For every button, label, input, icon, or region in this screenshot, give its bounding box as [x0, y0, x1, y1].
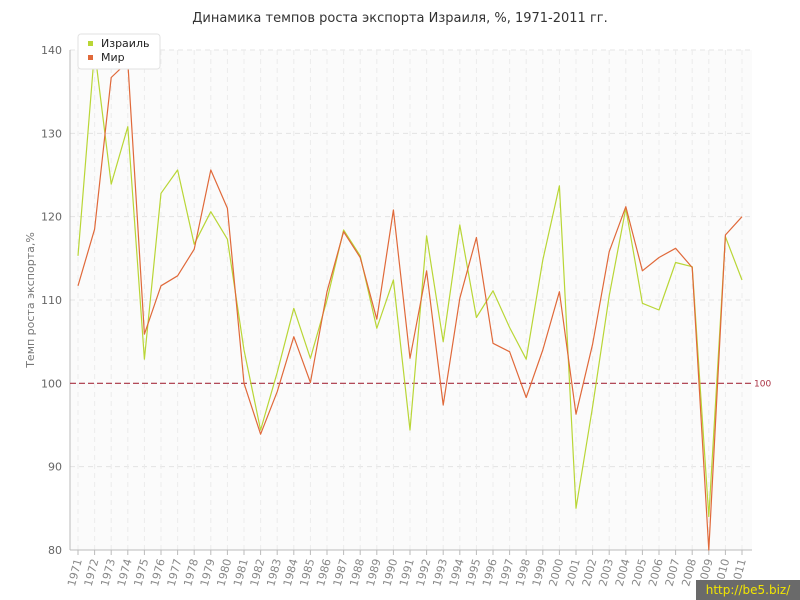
x-tick-labels: 1971197219731974197519761977197819791980… — [65, 557, 749, 587]
legend-label: Мир — [101, 51, 125, 64]
legend-swatch — [88, 55, 93, 60]
series-line-world — [77, 61, 743, 551]
legend-label: Израиль — [101, 37, 149, 50]
chart-title: Динамика темпов роста экспорта Израиля, … — [192, 11, 608, 26]
legend-swatch — [88, 41, 93, 46]
series-lines — [77, 49, 743, 551]
reference-line: 100 — [70, 379, 771, 389]
y-tick-label: 110 — [41, 294, 62, 307]
reference-line-label: 100 — [754, 379, 771, 389]
y-tick-label: 80 — [48, 544, 62, 557]
watermark: http://be5.biz/ — [696, 580, 800, 600]
axes — [69, 50, 752, 555]
y-tick-label: 100 — [41, 377, 62, 390]
y-axis-label: Темп роста экспорта,% — [24, 232, 37, 369]
series-line-israel — [77, 49, 743, 518]
legend-box — [77, 33, 161, 70]
y-tick-label: 90 — [48, 461, 62, 474]
y-tick-labels: 80 90 100 110 120 130 140 — [41, 44, 62, 557]
grid-lines — [70, 49, 752, 551]
y-tick-label: 120 — [41, 211, 62, 224]
y-tick-label: 130 — [41, 127, 62, 140]
y-tick-label: 140 — [41, 44, 62, 57]
